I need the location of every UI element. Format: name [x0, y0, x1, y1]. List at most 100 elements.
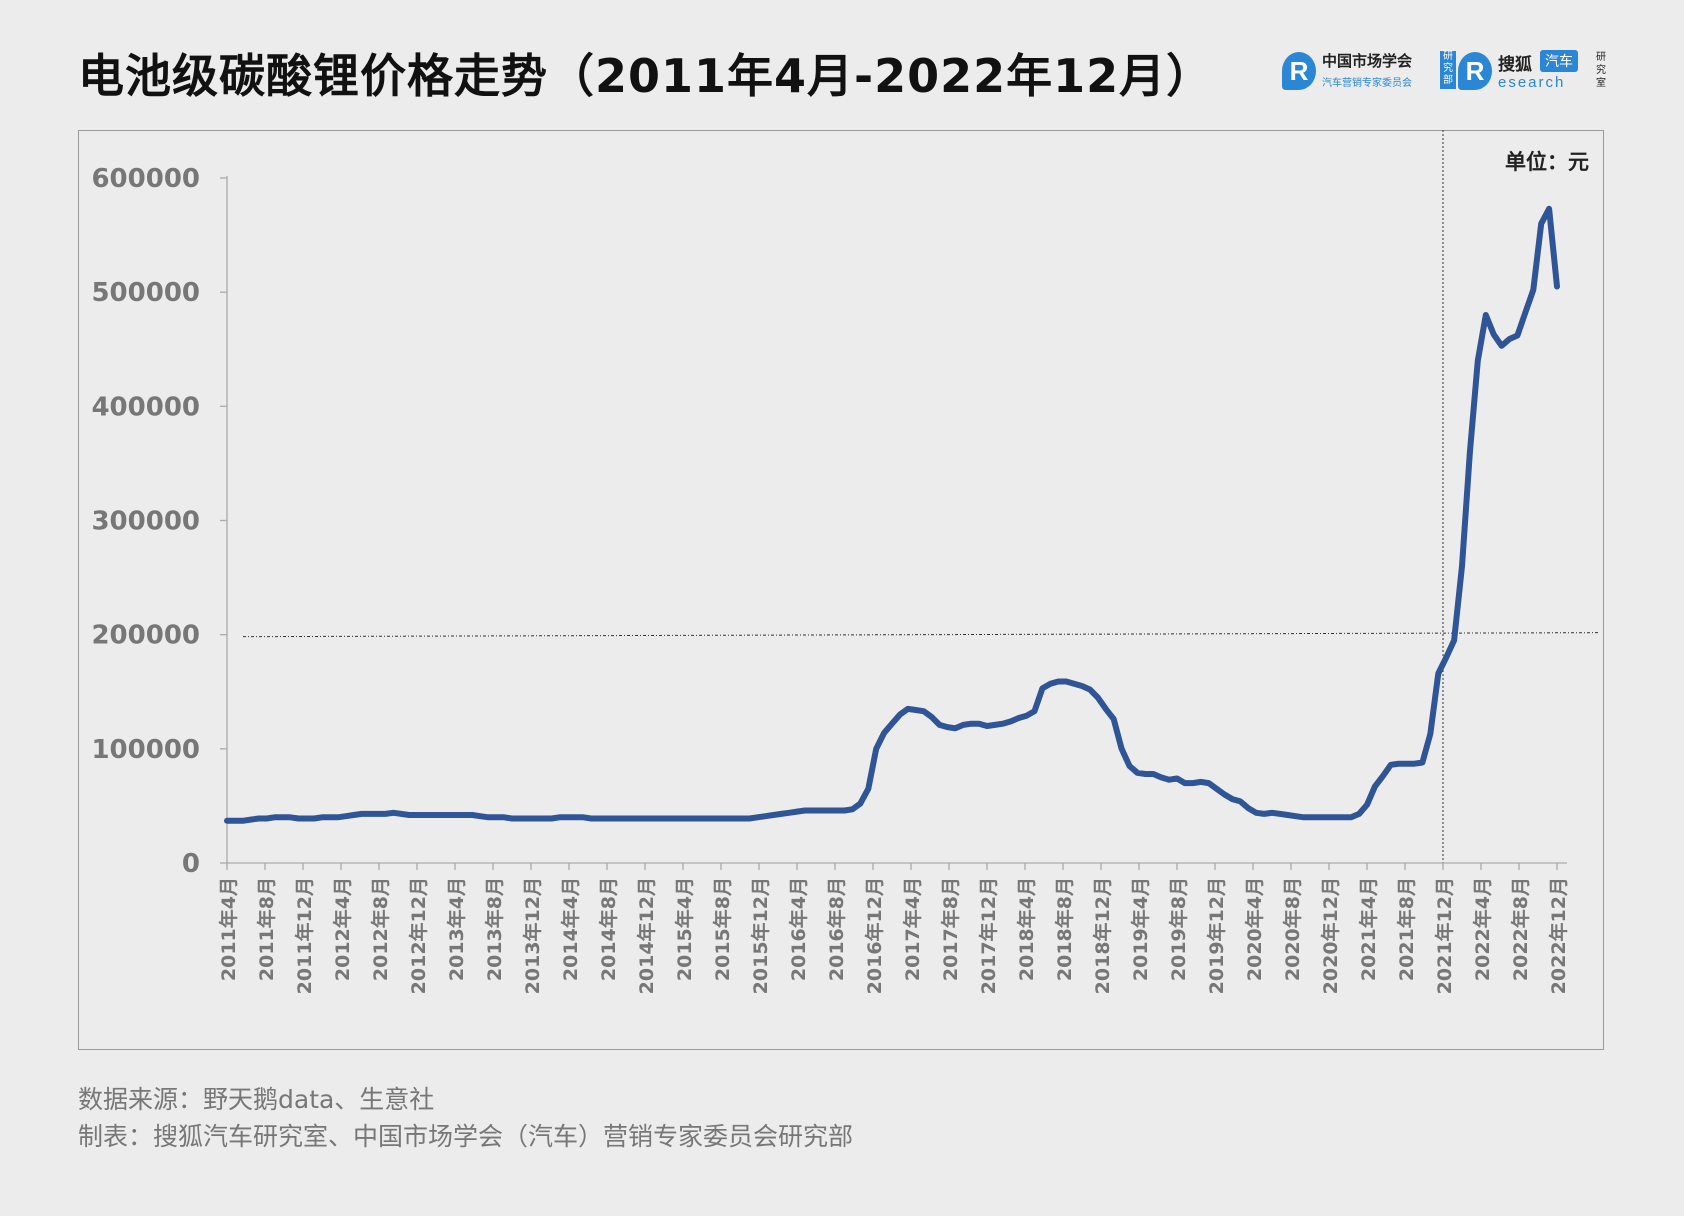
data-point — [345, 816, 346, 817]
data-point — [290, 817, 291, 818]
x-tick-label: 2012年4月 — [331, 877, 354, 981]
data-point — [1469, 452, 1470, 453]
x-tick-label: 2022年8月 — [1509, 877, 1532, 981]
data-point — [322, 817, 323, 818]
data-point — [1050, 683, 1051, 684]
data-point — [686, 818, 687, 819]
data-point — [884, 732, 885, 733]
data-point — [1018, 718, 1019, 719]
cma-r-logo-icon: R — [1282, 52, 1316, 90]
data-point — [567, 817, 568, 818]
x-tick-label: 2013年4月 — [445, 877, 468, 981]
data-point — [440, 815, 441, 816]
x-tick-label: 2015年8月 — [711, 877, 734, 981]
data-point — [1493, 334, 1494, 335]
data-point — [1177, 778, 1178, 779]
data-point — [757, 817, 758, 818]
sohu-logo: R 搜狐 汽车 esearch 研究室 — [1458, 48, 1608, 96]
data-point — [480, 816, 481, 817]
sohu-logo-subtitle: esearch — [1498, 74, 1566, 91]
data-point — [1272, 812, 1273, 813]
data-point — [369, 813, 370, 814]
data-point — [1303, 817, 1304, 818]
x-tick-label: 2020年4月 — [1243, 877, 1266, 981]
data-point — [717, 818, 718, 819]
x-tick-label: 2011年4月 — [217, 877, 240, 981]
data-point — [424, 815, 425, 816]
unit-label: 单位：元 — [1505, 150, 1589, 174]
data-point — [266, 818, 267, 819]
data-point — [662, 818, 663, 819]
data-point — [377, 813, 378, 814]
data-point — [781, 813, 782, 814]
data-point — [1224, 794, 1225, 795]
data-point — [1264, 813, 1265, 814]
data-point — [496, 817, 497, 818]
data-point — [1082, 686, 1083, 687]
data-point — [1509, 339, 1510, 340]
data-point — [1367, 804, 1368, 805]
data-point — [551, 818, 552, 819]
data-point — [527, 818, 528, 819]
data-point — [1129, 766, 1130, 767]
data-point — [1295, 816, 1296, 817]
chart-axes — [226, 176, 1567, 864]
data-point — [298, 818, 299, 819]
x-tick-label: 2022年4月 — [1471, 877, 1494, 981]
data-point — [1248, 808, 1249, 809]
data-point — [1359, 813, 1360, 814]
x-tick-label: 2019年4月 — [1129, 877, 1152, 981]
data-point — [409, 815, 410, 816]
data-point — [1169, 779, 1170, 780]
y-tick-label: 100000 — [91, 735, 200, 765]
data-point — [694, 818, 695, 819]
data-point — [1161, 777, 1162, 778]
x-tick-label: 2022年12月 — [1547, 877, 1570, 994]
data-point — [923, 711, 924, 712]
cma-logo-tag: 研究部 — [1440, 51, 1456, 89]
data-point — [1256, 812, 1257, 813]
y-tick-label: 500000 — [91, 278, 200, 308]
data-point — [1145, 774, 1146, 775]
x-tick-label: 2018年8月 — [1053, 877, 1076, 981]
data-point — [1501, 345, 1502, 346]
x-tick-label: 2018年4月 — [1015, 877, 1038, 981]
data-point — [1066, 681, 1067, 682]
cma-logo-name: 中国市场学会 — [1322, 52, 1413, 70]
data-point — [1335, 817, 1336, 818]
data-point — [678, 818, 679, 819]
x-tick-label: 2013年12月 — [521, 877, 544, 994]
x-tick-label: 2013年8月 — [483, 877, 506, 981]
x-tick-label: 2019年8月 — [1167, 877, 1190, 981]
footer-maker: 制表：搜狐汽车研究室、中国市场学会（汽车）营销专家委员会研究部 — [78, 1122, 854, 1151]
sohu-logo-badge: 汽车 — [1540, 50, 1578, 72]
data-point — [1121, 748, 1122, 749]
data-point — [860, 803, 861, 804]
data-point — [646, 818, 647, 819]
data-point — [907, 708, 908, 709]
data-point — [1279, 813, 1280, 814]
data-point — [630, 818, 631, 819]
data-point — [773, 815, 774, 816]
data-point — [1549, 208, 1550, 209]
data-point — [987, 726, 988, 727]
y-axis-ticks: 0 100000 200000 300000 400000 500000 600000 — [91, 164, 227, 879]
data-point — [519, 818, 520, 819]
x-tick-label: 2012年8月 — [369, 877, 392, 981]
sohu-logo-name: 搜狐 — [1498, 55, 1532, 75]
data-point — [417, 815, 418, 816]
data-point — [963, 724, 964, 725]
data-point — [733, 818, 734, 819]
data-point — [971, 723, 972, 724]
data-point — [1311, 817, 1312, 818]
data-point — [258, 818, 259, 819]
data-point — [559, 817, 560, 818]
data-point — [314, 818, 315, 819]
data-point — [1557, 286, 1558, 287]
x-tick-label: 2020年8月 — [1281, 877, 1304, 981]
data-point — [1390, 764, 1391, 765]
data-point — [282, 817, 283, 818]
data-point — [1406, 763, 1407, 764]
data-point — [939, 724, 940, 725]
data-point — [670, 818, 671, 819]
